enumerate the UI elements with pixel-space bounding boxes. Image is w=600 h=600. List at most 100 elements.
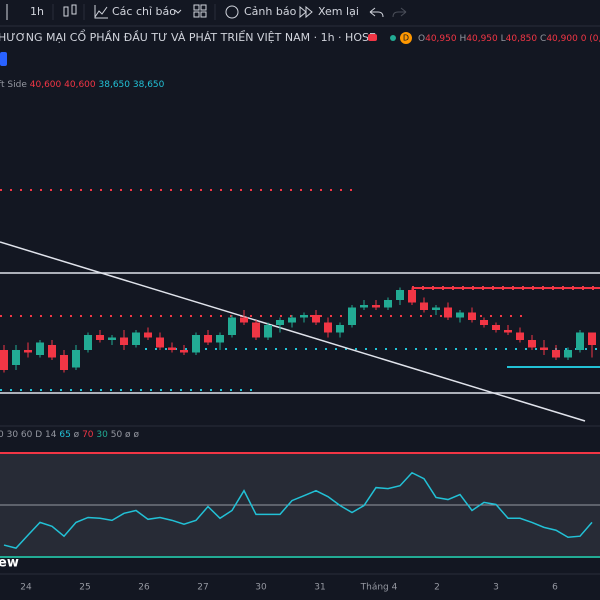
candle-body [204,335,212,343]
candle-body [444,307,452,318]
badge: D [403,34,409,43]
replay-button[interactable]: Xem lại [318,5,359,18]
trend-line [0,241,586,422]
replay-icon[interactable] [299,5,313,19]
candle-body [96,335,104,340]
x-tick-label: 30 [255,583,267,593]
rsi-pane [0,452,600,558]
candle-body [240,317,248,323]
candle-body [108,337,116,340]
indicators-button[interactable]: Các chỉ báo [112,5,176,18]
indicator-value: 38,650 [99,80,131,90]
ohlc-change: 0 (0,00 [581,34,600,44]
ohlc-key: C [540,34,546,44]
alert-icon[interactable] [225,5,239,19]
candle-body [396,290,404,300]
x-tick-label: 27 [197,583,208,593]
indicator-value: 38,650 [133,80,165,90]
x-tick-label: 31 [314,583,325,593]
indicator-value: 40,600 [30,80,62,90]
candle-body [468,312,476,320]
candle-body [492,325,500,330]
x-tick-label: 2 [434,583,440,593]
candle-body [576,332,584,350]
indicator-value: 40,600 [64,80,96,90]
drawings [0,189,600,422]
candle-body [0,350,8,370]
candle-body [264,325,272,338]
candle-body [228,317,236,335]
candle-body [60,355,68,370]
interval-button[interactable]: 1h [30,5,44,18]
rsi-symbol: ø [133,430,139,440]
ohlc-value: 40,950 [425,34,457,44]
status-dot [390,35,396,41]
candle-body [564,350,572,358]
candle-body [132,332,140,345]
collapse-button[interactable] [0,52,7,66]
ohlc-value: 40,850 [506,34,538,44]
indicator-name: ft Side [0,80,27,90]
toolbar: 1h Các chỉ báo Cảnh báo Xem lại [0,4,600,27]
candle-type-icon[interactable] [63,4,77,17]
candle-body [540,347,548,350]
logo: ew [0,556,19,571]
ohlc: O40,950 H40,950 L40,850 C40,900 0 (0,00 [418,34,600,44]
candle-body [348,307,356,325]
indicator-legend: ft Side 40,600 40,600 38,650 38,650 [0,80,165,90]
rsi-level: 50 [111,430,123,440]
candle-body [288,317,296,323]
rsi-level: 70 [82,430,94,440]
candle-body [372,305,380,308]
alerts-button[interactable]: Cảnh báo [244,5,297,18]
ohlc-key: H [459,34,466,44]
candle-body [420,302,428,310]
symbol-title: HƯƠNG MẠI CỔ PHẦN ĐẦU TƯ VÀ PHÁT TRIỂN V… [0,29,376,44]
rsi-line [3,471,593,549]
candle-body [84,335,92,350]
layout-icon[interactable] [193,4,207,18]
candle-body [252,322,260,338]
badge-circle [400,32,412,44]
candle-body [12,350,20,365]
redo-icon[interactable] [392,7,407,18]
ohlc-key: L [501,34,506,44]
candle-body [24,350,32,353]
rsi-symbol: ø [74,430,80,440]
candle-body [480,320,488,325]
x-tick-label: 26 [138,583,150,593]
candle-body [36,342,44,355]
status-icon [368,34,377,41]
dropdown-icon[interactable] [174,9,182,14]
candle-body [168,347,176,350]
ohlc-value: 40,950 [466,34,498,44]
candle-body [192,335,200,353]
candle-body [588,332,596,345]
candle-body [336,325,344,333]
candle-body [504,330,512,333]
candle-body [312,315,320,323]
rsi-value: 65 [59,430,70,440]
candle-body [120,337,128,345]
candle-body [432,307,440,310]
candle-body [216,335,224,343]
undo-icon[interactable] [369,7,384,18]
x-tick-label: 25 [79,583,90,593]
candle-body [360,305,368,308]
candle-body [72,350,80,368]
ohlc-value: 40,900 [546,34,578,44]
rsi-symbol: ø [125,430,131,440]
candle-body [300,315,308,318]
candle-body [144,332,152,338]
candle-body [456,312,464,318]
indicators-icon[interactable] [94,5,108,19]
time-axis: 24 25 26 27 30 31 Tháng 4 2 3 6 [20,583,558,593]
rsi-name: 0 30 60 D 14 [0,430,57,440]
candle-body [276,320,284,325]
candle-body [48,345,56,358]
x-tick-label: 24 [20,583,32,593]
x-tick-label: Tháng 4 [360,583,398,593]
ohlc-key: O [418,34,425,44]
candles [0,287,596,373]
